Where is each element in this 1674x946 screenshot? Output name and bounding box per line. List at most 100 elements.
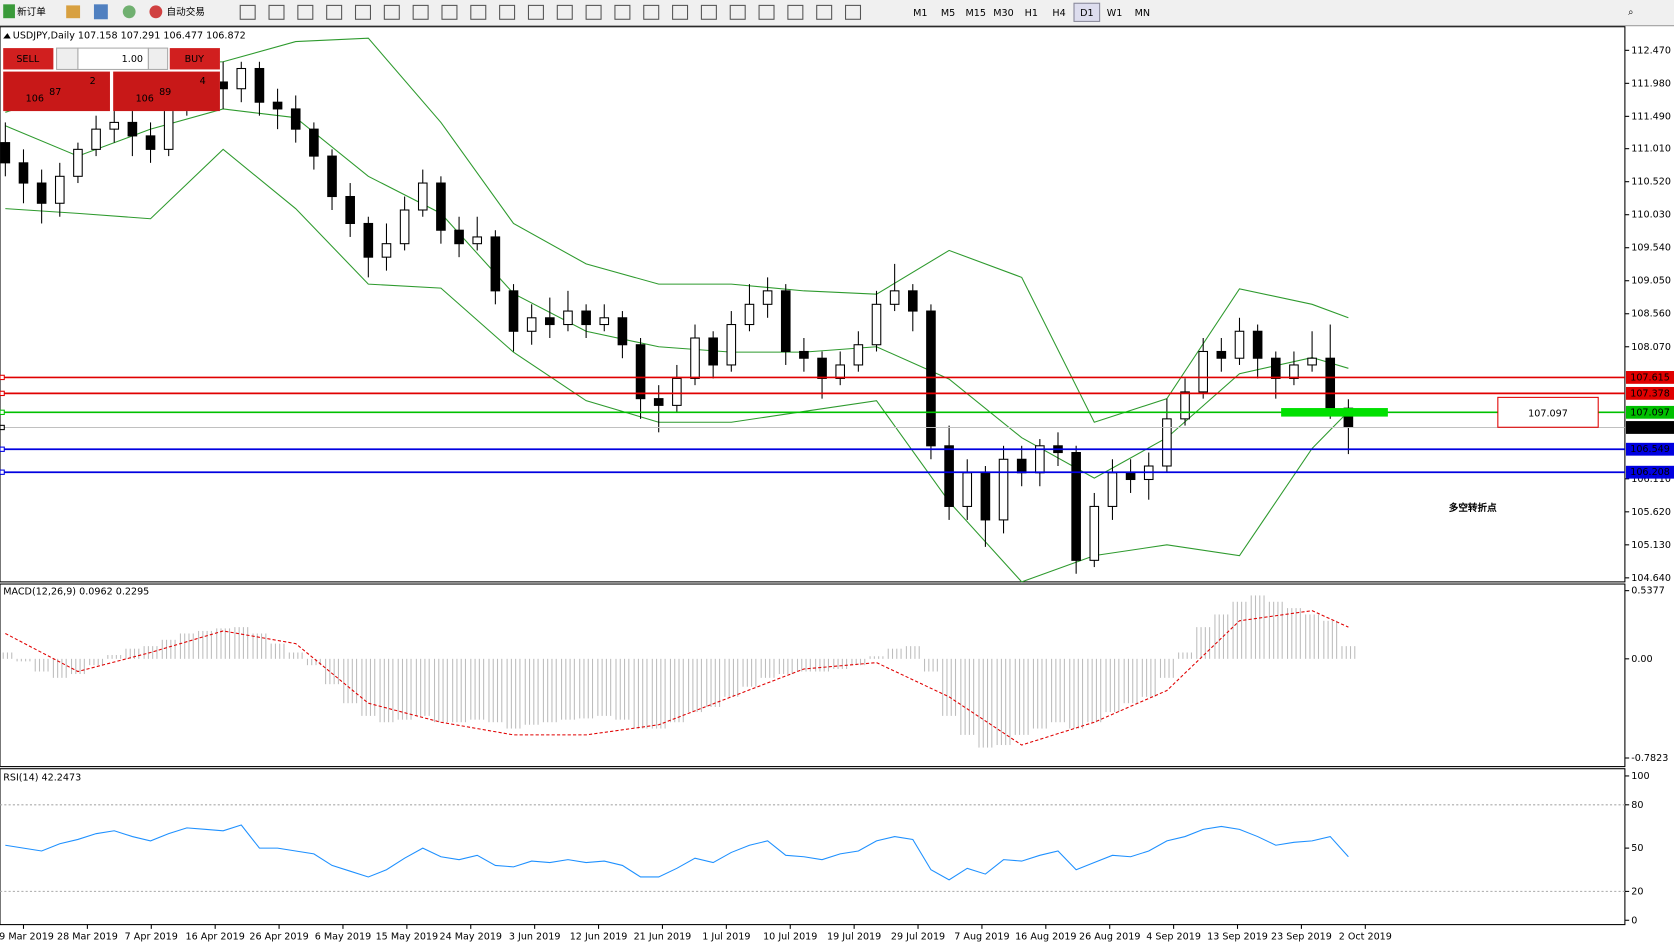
tool-icon[interactable] (614, 4, 631, 20)
toolbar-icon[interactable] (66, 5, 81, 19)
date-label: 3 Jun 2019 (509, 931, 561, 942)
tool-icon[interactable] (527, 4, 544, 20)
tool-icon[interactable] (268, 4, 285, 20)
sell-button[interactable] (3, 48, 54, 70)
tool-icon[interactable] (354, 4, 371, 20)
candle-body (236, 67, 247, 90)
plot: 112.470 111.980 111.490 111.010 110.520 110.0… (0, 37, 1674, 942)
rsi-label: RSI(14) 42.2473 (3, 772, 81, 783)
tool-icon[interactable] (787, 4, 804, 20)
tool-icon[interactable] (499, 4, 516, 20)
candle-body (762, 290, 773, 305)
candle-body (109, 121, 120, 130)
tool-icon[interactable] (816, 4, 833, 20)
candle-body (1216, 350, 1227, 359)
candle-body (690, 337, 700, 379)
timeframe-button[interactable]: M1 (913, 8, 927, 19)
date-label: 7 Apr 2019 (125, 931, 178, 942)
new-order-button[interactable]: 新订单 (17, 6, 46, 18)
tool-icon[interactable] (326, 4, 343, 20)
rsi-tick-label: 80 (1631, 800, 1643, 811)
rsi-tick-label: 0 (1631, 915, 1637, 926)
timeframe-button[interactable]: MN (1135, 8, 1150, 19)
candle-body (18, 162, 29, 184)
candle-body (218, 81, 228, 90)
timeframe-button[interactable]: D1 (1080, 8, 1094, 19)
tool-icon[interactable] (845, 4, 862, 20)
auto-trade-icon[interactable] (149, 5, 163, 19)
timeframe-button[interactable]: H4 (1052, 8, 1065, 19)
candle-body (871, 303, 882, 346)
tool-icon[interactable] (700, 4, 717, 20)
tool-icon[interactable] (441, 4, 458, 20)
toolbar-icon[interactable] (93, 4, 108, 20)
candle-body (91, 128, 101, 150)
candle-body (254, 67, 265, 103)
tool-icon[interactable] (729, 4, 746, 20)
candle-body (417, 182, 428, 211)
candle-body (1107, 472, 1118, 507)
lot-up[interactable] (147, 47, 169, 70)
sell-label[interactable]: SELL (16, 54, 39, 65)
candle-body (363, 222, 374, 258)
timeframe-bar: M1 M5 M15 M30 H1 H4 D1 W1 MN (913, 2, 1150, 22)
level-tag (1625, 405, 1674, 419)
toolbar-icon[interactable] (122, 5, 136, 19)
tool-icon[interactable] (297, 4, 314, 20)
tool-icon[interactable] (383, 4, 400, 20)
level-tag (1625, 371, 1674, 384)
y-tick-label: 109.050 (1631, 276, 1671, 287)
candle-body (1071, 452, 1081, 561)
date-label: 26 Apr 2019 (249, 931, 308, 942)
y-tick-label: 106.110 (1631, 474, 1671, 485)
new-order-icon[interactable] (3, 4, 15, 19)
buy-price-box[interactable] (113, 71, 220, 112)
tool-icon[interactable] (556, 4, 573, 20)
candle-body (54, 175, 65, 204)
search-icon[interactable]: ⌕ (1628, 7, 1633, 18)
bollinger-upper (5, 37, 1349, 423)
date-label: 24 May 2019 (439, 931, 502, 942)
candle-body (526, 317, 537, 332)
timeframe-button[interactable]: M5 (941, 8, 955, 19)
timeframe-button[interactable]: M15 (966, 8, 987, 19)
auto-trade-button[interactable]: 自动交易 (167, 6, 205, 18)
candle-body (780, 290, 791, 353)
candle-body (998, 458, 1009, 521)
candle-body (581, 310, 591, 326)
candle-body (726, 323, 737, 366)
candle-body (327, 155, 337, 198)
tool-icon[interactable] (758, 4, 775, 20)
toolbar-tools (239, 4, 862, 20)
sell-price-box[interactable] (3, 71, 110, 112)
tool-icon[interactable] (585, 4, 602, 20)
timeframe-button[interactable]: M30 (993, 8, 1014, 19)
candle-body (1125, 472, 1136, 481)
lot-down[interactable] (56, 47, 79, 70)
sell-pip: 2 (90, 76, 96, 87)
tool-icon[interactable] (672, 4, 689, 20)
tool-icon[interactable] (470, 4, 487, 20)
date-label: 19 Mar 2019 (0, 931, 54, 942)
y-tick-label: 104.640 (1631, 573, 1671, 584)
rsi-tick-label: 50 (1631, 843, 1643, 854)
tool-icon[interactable] (643, 4, 660, 20)
annotation-text: 多空转折点 (1449, 502, 1497, 514)
lot-value[interactable]: 1.00 (122, 54, 143, 65)
buy-label[interactable]: BUY (185, 54, 205, 65)
timeframe-button[interactable]: H1 (1025, 8, 1038, 19)
tool-icon[interactable] (239, 4, 256, 20)
candle-body (1162, 418, 1172, 467)
date-label: 28 Mar 2019 (57, 931, 118, 942)
timeframe-button[interactable]: W1 (1107, 8, 1123, 19)
date-label: 10 Jul 2019 (763, 931, 817, 942)
candle-body (309, 128, 319, 157)
macd-tick-label: -0.7823 (1631, 753, 1668, 764)
date-label: 1 Jul 2019 (702, 931, 750, 942)
candle-body (454, 229, 464, 245)
tool-icon[interactable] (412, 4, 429, 20)
candle-body (1180, 391, 1190, 420)
candle-body (708, 337, 718, 366)
macd-tick-label: 0.00 (1631, 654, 1652, 665)
buy-button[interactable] (169, 48, 220, 70)
